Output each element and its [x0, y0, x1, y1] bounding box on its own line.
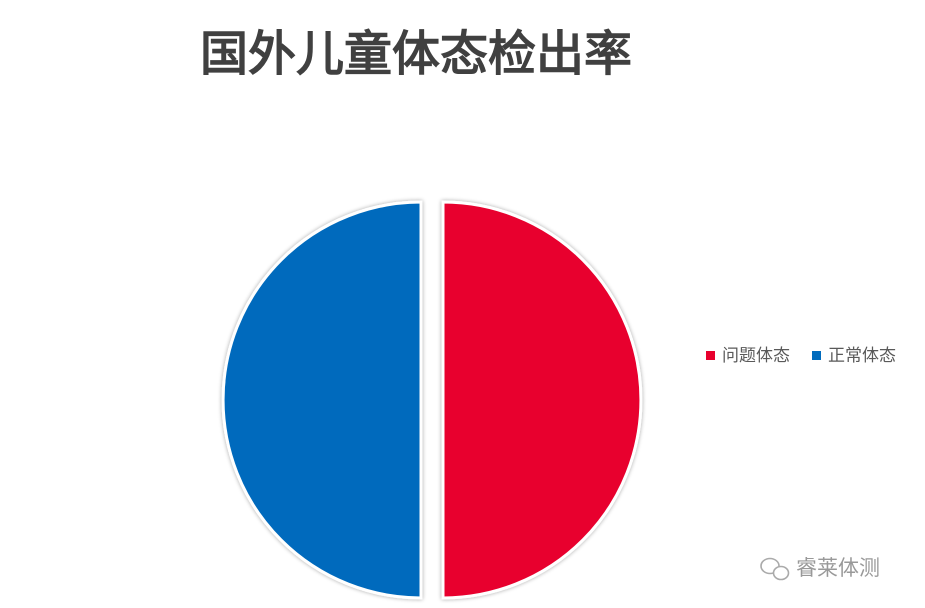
watermark-icon — [772, 565, 790, 581]
pie-slice — [441, 200, 643, 600]
legend-label: 问题体态 — [722, 346, 790, 366]
legend-label: 正常体态 — [828, 346, 896, 366]
pie-slice — [221, 200, 423, 600]
watermark-text: 睿莱体测 — [796, 556, 880, 580]
watermark: 睿莱体测 — [760, 556, 880, 581]
chart-title: 国外儿童体态检出率 — [200, 26, 632, 82]
legend-swatch — [812, 351, 821, 360]
legend-swatch — [706, 351, 715, 360]
